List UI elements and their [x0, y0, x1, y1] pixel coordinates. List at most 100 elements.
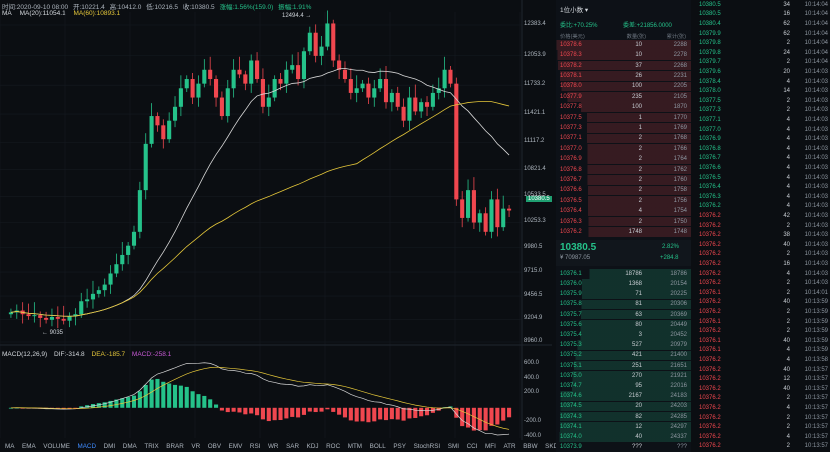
- bid-row[interactable]: 10376.0 1368 20154: [556, 279, 691, 289]
- trade-row: 10379.8 2 10:14:04: [699, 40, 828, 47]
- tab-dma[interactable]: DMA: [122, 443, 137, 450]
- tab-roc[interactable]: ROC: [326, 443, 341, 450]
- tab-psy[interactable]: PSY: [393, 443, 406, 450]
- tab-vr[interactable]: VR: [191, 443, 201, 450]
- macd-label[interactable]: MACD(12,26,9): [2, 351, 48, 358]
- tab-mfi[interactable]: MFI: [485, 443, 496, 450]
- ask-row[interactable]: 10376.8 2 1762: [556, 164, 691, 175]
- ask-row[interactable]: 10376.3 2 1750: [556, 216, 691, 227]
- price-axis-label: 10821.4: [524, 165, 546, 172]
- ask-row[interactable]: 10377.5 1 1770: [556, 112, 691, 123]
- bid-row[interactable]: 10374.7 95 22016: [556, 381, 691, 391]
- candle: [489, 191, 494, 239]
- ask-row[interactable]: 10377.9 235 2105: [556, 92, 691, 102]
- macd-bar: [325, 407, 330, 410]
- ask-row[interactable]: 10378.6 10 2288: [556, 40, 691, 50]
- bid-row[interactable]: 10374.3 82 24285: [556, 411, 691, 422]
- low-marker: ← 9035: [42, 330, 64, 336]
- price-axis-label: 9980.5: [524, 243, 543, 250]
- macd-bar: [260, 407, 265, 420]
- dif-value: DIF:-314.8: [53, 351, 85, 358]
- ask-row[interactable]: 10376.4 4 1754: [556, 206, 691, 216]
- macd-bar: [483, 407, 488, 431]
- tab-smi[interactable]: SMI: [447, 443, 459, 450]
- bid-row[interactable]: 10373.9??????: [556, 442, 691, 452]
- trade-row: 10377.0 4 10:14:03: [699, 126, 828, 133]
- macd-axis-label: -400.0: [524, 433, 542, 439]
- ask-row[interactable]: 10376.9 2 1764: [556, 154, 691, 164]
- bid-row[interactable]: 10375.1 251 21651: [556, 360, 691, 371]
- tab-cci[interactable]: CCI: [466, 443, 478, 450]
- ask-row[interactable]: 10378.1 26 2231: [556, 71, 691, 81]
- bid-row[interactable]: 10375.0 270 21921: [556, 371, 691, 381]
- tab-volume[interactable]: VOLUME: [43, 443, 70, 450]
- tab-dmi[interactable]: DMI: [103, 443, 116, 450]
- tab-atr[interactable]: ATR: [503, 443, 516, 450]
- tab-mtm[interactable]: MTM: [347, 443, 363, 450]
- tab-macd[interactable]: MACD: [77, 443, 97, 450]
- bid-row[interactable]: 10375.7 63 20369: [556, 309, 691, 320]
- ask-row[interactable]: 10378.3 10 2278: [556, 50, 691, 60]
- candle: [108, 265, 113, 294]
- ask-row[interactable]: 10378.2 37 2268: [556, 60, 691, 71]
- tab-skdj[interactable]: SKDJ: [545, 443, 562, 450]
- precision-select[interactable]: 1位小数 ▾: [560, 7, 589, 14]
- macd-bar: [196, 394, 201, 408]
- bid-row[interactable]: 10374.6 2167 24183: [556, 391, 691, 401]
- bid-row[interactable]: 10375.4 3 20452: [556, 330, 691, 340]
- ask-row[interactable]: 10376.2 1748 1748: [556, 227, 691, 237]
- trade-row: 10379.6 20 10:14:03: [699, 68, 828, 75]
- price-chart[interactable]: [0, 0, 552, 440]
- trade-row: 10376.2 2 10:13:57: [699, 395, 828, 402]
- macd-bar: [131, 395, 137, 408]
- macd-bar: [319, 407, 324, 412]
- ask-row[interactable]: 10377.8 100 1870: [556, 102, 691, 112]
- tab-brar[interactable]: BRAR: [166, 443, 184, 450]
- macd-bar: [108, 400, 113, 408]
- bid-row[interactable]: 10375.9 71 20225: [556, 289, 691, 299]
- tab-wr[interactable]: WR: [267, 443, 279, 450]
- tab-kdj[interactable]: KDJ: [306, 443, 319, 450]
- bid-row[interactable]: 10374.0 40 24337: [556, 432, 691, 442]
- bid-row[interactable]: 10375.3 527 20979: [556, 340, 691, 350]
- candle: [184, 75, 189, 92]
- bid-row[interactable]: 10375.2 421 21400: [556, 350, 691, 361]
- ma-label[interactable]: MA: [2, 10, 12, 17]
- tab-trix[interactable]: TRIX: [144, 443, 159, 450]
- macd-bar: [8, 407, 13, 409]
- tab-ma[interactable]: MA: [5, 443, 15, 450]
- trade-row: 10376.2 2 10:14:03: [699, 251, 828, 258]
- macd-bar: [126, 397, 131, 408]
- macd-bar: [366, 407, 371, 423]
- tab-stochrsi[interactable]: StochRSI: [413, 443, 441, 450]
- ask-row[interactable]: 10376.6 2 1758: [556, 185, 691, 196]
- macd-bar: [395, 407, 400, 420]
- bid-row[interactable]: 10375.6 80 20449: [556, 320, 691, 330]
- ask-row[interactable]: 10376.5 2 1756: [556, 196, 691, 206]
- candle: [454, 77, 459, 206]
- trade-row: 10376.2 40 10:13:57: [699, 366, 828, 373]
- bid-row[interactable]: 10374.5 20 24203: [556, 401, 691, 412]
- tab-rsi[interactable]: RSI: [249, 443, 261, 450]
- macd-bar: [401, 407, 406, 421]
- bid-row[interactable]: 10375.8 81 20306: [556, 299, 691, 310]
- tab-boll[interactable]: BOLL: [369, 443, 386, 450]
- tab-sar[interactable]: SAR: [286, 443, 300, 450]
- bid-row[interactable]: 10374.1 12 24297: [556, 422, 691, 432]
- tab-obv[interactable]: OBV: [207, 443, 222, 450]
- candle: [96, 286, 101, 298]
- ask-row[interactable]: 10378.0 100 2205: [556, 81, 691, 92]
- ask-row[interactable]: 10376.7 2 1760: [556, 175, 691, 185]
- tab-bbw[interactable]: BBW: [523, 443, 538, 450]
- ma-legend: MA MA(20):11054.1 MA(60):10893.1: [2, 10, 126, 17]
- bid-row[interactable]: 10376.1 18786 18786: [556, 269, 691, 279]
- book-header: 价格(美元) 数量(张) 累计(张): [560, 34, 686, 40]
- candle: [167, 112, 172, 143]
- ask-row[interactable]: 10377.0 2 1766: [556, 144, 691, 154]
- trade-row: 10376.2 40 10:13:59: [699, 299, 828, 306]
- tab-ema[interactable]: EMA: [22, 443, 36, 450]
- ask-row[interactable]: 10377.1 2 1768: [556, 133, 691, 144]
- ask-row[interactable]: 10377.3 1 1769: [556, 123, 691, 133]
- trade-row: 10376.2 4 10:13:58: [699, 356, 828, 363]
- tab-emv[interactable]: EMV: [228, 443, 243, 450]
